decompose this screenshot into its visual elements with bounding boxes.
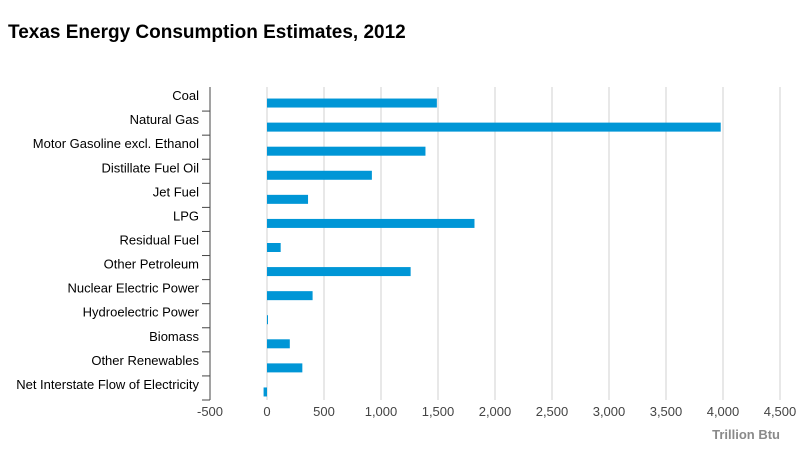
category-label: Residual Fuel (120, 233, 200, 248)
category-label: Hydroelectric Power (83, 305, 200, 320)
category-label: Natural Gas (130, 112, 200, 127)
x-tick-label: 4,000 (707, 404, 740, 419)
bar (267, 122, 721, 132)
bar (267, 218, 475, 228)
x-axis-ticks: -500 0 500 1,000 1,500 2,000 2,500 3,000 3,500 4,… (197, 404, 796, 419)
bar (267, 363, 303, 373)
bar (267, 146, 426, 156)
x-tick-label: 1,500 (422, 404, 455, 419)
x-tick-label: 2,000 (479, 404, 512, 419)
x-tick-label: 500 (313, 404, 335, 419)
category-label: Motor Gasoline excl. Ethanol (33, 136, 199, 151)
bar (267, 243, 281, 252)
category-label: Coal (172, 88, 199, 103)
category-label: Jet Fuel (153, 184, 199, 199)
bar (267, 170, 372, 180)
bar (267, 291, 313, 301)
bar (267, 267, 411, 277)
x-tick-label: 4,500 (764, 404, 797, 419)
x-tick-label: -500 (197, 404, 223, 419)
x-axis-label: Trillion Btu (712, 427, 780, 442)
bar (263, 387, 267, 397)
category-label: Other Petroleum (104, 257, 199, 272)
category-label: Distillate Fuel Oil (101, 160, 199, 175)
y-axis: Coal Natural Gas Motor Gasoline excl. Etha… (16, 87, 211, 401)
category-label: Other Renewables (91, 353, 199, 368)
x-tick-label: 3,000 (593, 404, 626, 419)
bar (267, 98, 437, 108)
x-tick-label: 0 (263, 404, 270, 419)
x-tick-label: 2,500 (536, 404, 569, 419)
chart-title: Texas Energy Consumption Estimates, 2012 (8, 22, 406, 43)
x-tick-label: 3,500 (650, 404, 683, 419)
x-tick-label: 1,000 (365, 404, 398, 419)
category-label: Biomass (149, 329, 199, 344)
bars (263, 98, 721, 397)
gridlines (266, 87, 781, 400)
bar (267, 339, 290, 349)
category-label: Net Interstate Flow of Electricity (16, 377, 199, 392)
category-label: Nuclear Electric Power (68, 281, 200, 296)
bar (267, 315, 268, 325)
category-label: LPG (173, 208, 199, 223)
bar (267, 194, 309, 204)
